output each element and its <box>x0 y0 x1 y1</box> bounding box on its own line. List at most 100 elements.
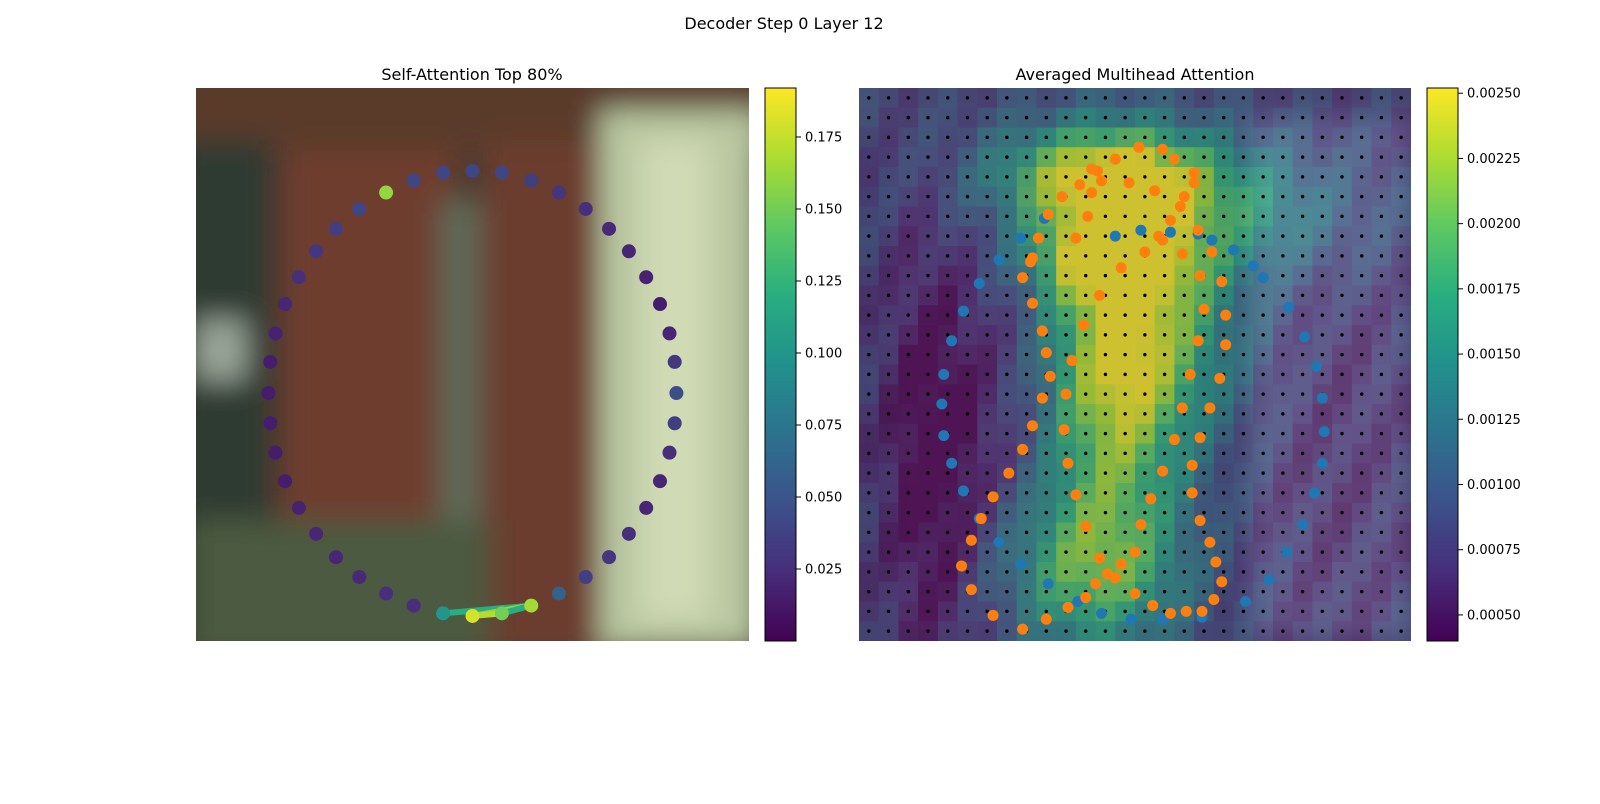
sampling-point <box>1164 214 1176 226</box>
grid-dot <box>946 175 950 179</box>
grid-dot <box>1024 471 1029 475</box>
grid-dot <box>985 530 989 535</box>
sampling-point <box>1204 402 1216 414</box>
grid-dot <box>1162 550 1167 554</box>
grid-dot <box>1340 194 1344 199</box>
grid-dot <box>1281 352 1285 357</box>
grid-dot <box>1261 431 1265 436</box>
reference-point <box>1042 578 1054 590</box>
grid-dot <box>1024 352 1029 357</box>
grid-dot <box>1202 175 1206 179</box>
grid-dot <box>1064 451 1068 456</box>
grid-dot <box>1123 412 1127 416</box>
reference-point <box>1318 426 1330 438</box>
sampling-point <box>1145 493 1157 505</box>
reference-point <box>1015 558 1027 570</box>
sampling-point <box>1135 518 1147 530</box>
grid-dot <box>926 234 930 238</box>
query-point <box>291 500 306 515</box>
sampling-point <box>1129 588 1141 600</box>
grid-dot <box>965 372 970 377</box>
grid-dot <box>1340 234 1344 238</box>
grid-dot <box>1024 214 1029 219</box>
grid-dot <box>1320 234 1324 238</box>
grid-dot <box>1044 589 1048 594</box>
grid-dot <box>1064 135 1068 140</box>
grid-dot <box>886 530 891 535</box>
grid-dot <box>1024 589 1029 594</box>
grid-dot <box>1399 155 1403 159</box>
grid-dot <box>1261 629 1265 633</box>
grid-dot <box>1222 589 1226 594</box>
reference-point <box>1239 596 1251 607</box>
grid-dot <box>1044 431 1048 436</box>
query-point <box>436 606 451 621</box>
grid-dot <box>926 254 930 258</box>
left-colorbar-ticks: 0.025 0.050 0.075 0.100 0.125 0.150 0.175 <box>796 130 842 577</box>
query-point <box>669 386 684 401</box>
query-point <box>653 297 668 312</box>
query-point <box>524 598 539 613</box>
grid-dot <box>1379 629 1384 633</box>
grid-dot <box>1320 135 1324 140</box>
grid-dot <box>1241 570 1246 574</box>
grid-dot <box>1005 491 1009 495</box>
grid-dot <box>906 352 910 357</box>
grid-dot <box>1340 570 1344 574</box>
grid-dot <box>1261 392 1265 396</box>
grid-dot <box>1379 431 1384 436</box>
grid-dot <box>906 135 910 140</box>
query-point <box>352 570 367 585</box>
reference-point <box>973 278 985 290</box>
grid-dot <box>886 392 891 396</box>
grid-dot <box>1143 392 1147 396</box>
grid-dot <box>946 293 950 298</box>
grid-dot <box>1261 550 1265 554</box>
figure-title: Decoder Step 0 Layer 12 <box>684 14 883 33</box>
grid-dot <box>1123 392 1127 396</box>
sampling-point <box>1174 201 1186 212</box>
left-colorbar-gradient <box>764 87 797 642</box>
grid-dot <box>1281 115 1285 120</box>
grid-dot <box>1300 530 1305 535</box>
grid-dot <box>906 155 910 159</box>
sampling-point <box>1149 185 1161 197</box>
grid-dot <box>1202 352 1206 357</box>
grid-dot <box>1123 96 1127 100</box>
grid-dot <box>1084 431 1088 436</box>
grid-dot <box>1360 372 1364 377</box>
grid-dot <box>1300 570 1305 574</box>
grid-dot <box>1162 589 1167 594</box>
sampling-point <box>1070 489 1082 501</box>
grid-dot <box>1222 392 1226 396</box>
grid-dot <box>1360 471 1364 475</box>
grid-dot <box>1143 372 1147 377</box>
grid-dot <box>886 175 891 179</box>
grid-dot <box>1084 491 1088 495</box>
grid-dot <box>1202 550 1206 554</box>
reference-point <box>1310 360 1322 372</box>
grid-dot <box>926 471 930 475</box>
grid-dot <box>867 194 871 199</box>
grid-dot <box>1103 155 1108 159</box>
sampling-point <box>1178 191 1190 203</box>
grid-dot <box>1340 471 1344 475</box>
grid-dot <box>1261 589 1265 594</box>
grid-dot <box>1399 451 1403 456</box>
grid-dot <box>1084 194 1088 199</box>
right-colorbar-gradient <box>1426 87 1459 642</box>
grid-dot <box>1005 589 1009 594</box>
grid-dot <box>906 570 910 574</box>
reference-point <box>993 536 1005 548</box>
grid-dot <box>946 471 950 475</box>
grid-dot <box>1123 333 1127 337</box>
grid-dot <box>1241 254 1246 258</box>
query-point <box>291 270 306 285</box>
grid-dot <box>1222 155 1226 159</box>
grid-dot <box>965 175 970 179</box>
right-colorbar-tick-label: 0.00050 <box>1467 608 1521 623</box>
query-point <box>667 416 682 431</box>
grid-dot <box>1044 451 1048 456</box>
grid-dot <box>985 510 989 515</box>
reference-point <box>1125 613 1137 625</box>
